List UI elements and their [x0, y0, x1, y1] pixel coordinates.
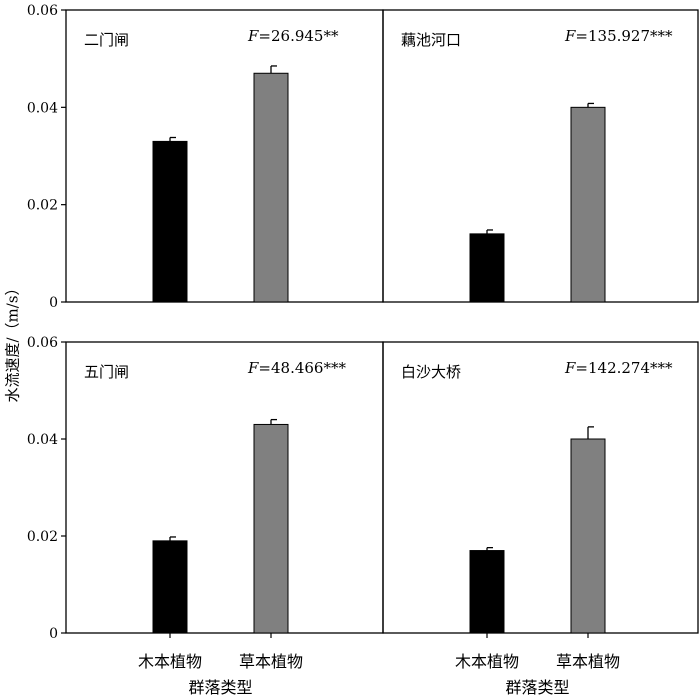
- bar: [469, 550, 505, 634]
- panel-frame: [65, 341, 384, 634]
- bar: [253, 423, 289, 634]
- x-axis-label: 群落类型: [505, 678, 569, 696]
- bar: [570, 106, 606, 303]
- panel-title: 白沙大桥: [401, 363, 461, 381]
- panel-frame: [382, 341, 699, 634]
- y-tick-label: 0.06: [27, 3, 58, 19]
- bar: [253, 72, 289, 303]
- x-tick-label: 草本植物: [239, 652, 303, 671]
- panel-frame: [382, 9, 699, 303]
- panel-title: 五门闸: [84, 363, 129, 381]
- panel-stat: F=142.274***: [564, 359, 673, 377]
- x-tick-label: 木本植物: [455, 652, 519, 671]
- y-tick-label: 0.04: [27, 100, 58, 116]
- bar: [152, 140, 188, 303]
- y-axis-label: 水流速度/（m/s）: [3, 280, 22, 403]
- y-tick-label: 0: [49, 295, 58, 311]
- panel-stat: F=135.927***: [564, 27, 673, 45]
- y-tick-label: 0.04: [27, 432, 58, 448]
- y-tick-label: 0.06: [27, 335, 58, 351]
- x-tick-label: 木本植物: [138, 652, 202, 671]
- panel-title: 二门闸: [84, 31, 129, 49]
- panel-frame: [65, 9, 384, 303]
- panel-title: 藕池河口: [401, 31, 461, 49]
- y-tick-label: 0: [49, 626, 58, 642]
- y-tick-label: 0.02: [27, 198, 58, 214]
- bar: [570, 438, 606, 634]
- panel-stat: F=48.466***: [247, 359, 346, 377]
- x-axis-label: 群落类型: [188, 678, 252, 696]
- panel-stat: F=26.945**: [247, 27, 339, 45]
- bar: [469, 233, 505, 303]
- y-tick-label: 0.02: [27, 529, 58, 545]
- x-tick-label: 草本植物: [556, 652, 620, 671]
- bar: [152, 540, 188, 634]
